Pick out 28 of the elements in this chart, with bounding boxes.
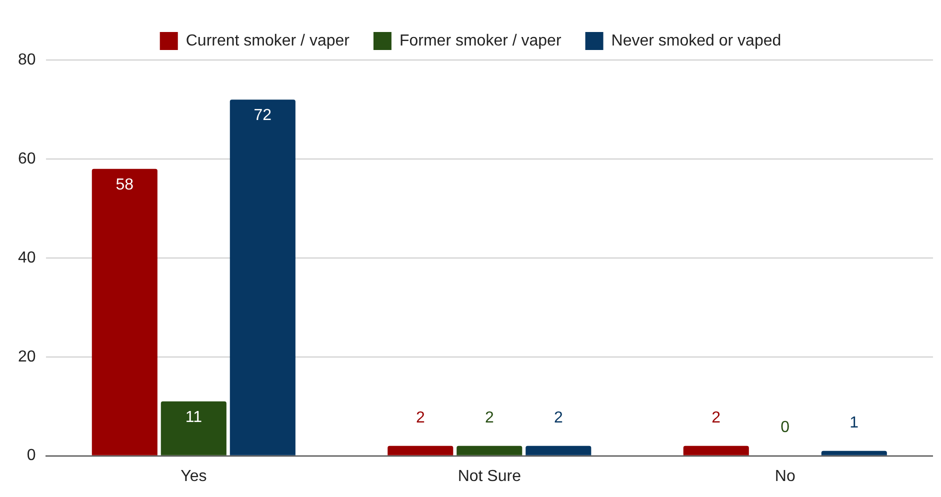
- data-label: 2: [554, 409, 563, 426]
- bar: [821, 450, 887, 456]
- y-tick-label: 0: [26, 447, 36, 464]
- y-tick-label: 80: [18, 51, 36, 68]
- data-label: 72: [254, 106, 272, 124]
- legend-label: Former smoker / vaper: [399, 32, 562, 50]
- y-tick-label: 40: [18, 249, 36, 266]
- y-tick-label: 20: [18, 348, 36, 366]
- bar: [92, 168, 158, 456]
- data-label: 1: [850, 414, 859, 432]
- y-tick-label: 60: [18, 150, 36, 168]
- data-label: 2: [416, 409, 425, 426]
- bar: [456, 446, 522, 456]
- data-label: 11: [185, 408, 202, 426]
- bar: [526, 446, 592, 456]
- data-label: 0: [780, 419, 790, 436]
- x-tick-label: Not Sure: [458, 468, 522, 485]
- bar: [160, 401, 226, 456]
- bar: [230, 100, 296, 456]
- bar: [388, 446, 454, 456]
- bar: [683, 446, 749, 456]
- x-tick-label: No: [774, 468, 796, 485]
- x-tick-label: Yes: [180, 468, 207, 485]
- data-label: 2: [712, 409, 721, 426]
- legend-label: Current smoker / vaper: [186, 32, 350, 50]
- data-label: 58: [116, 176, 134, 194]
- data-label: 2: [484, 409, 494, 426]
- legend-label: Never smoked or vaped: [611, 32, 782, 50]
